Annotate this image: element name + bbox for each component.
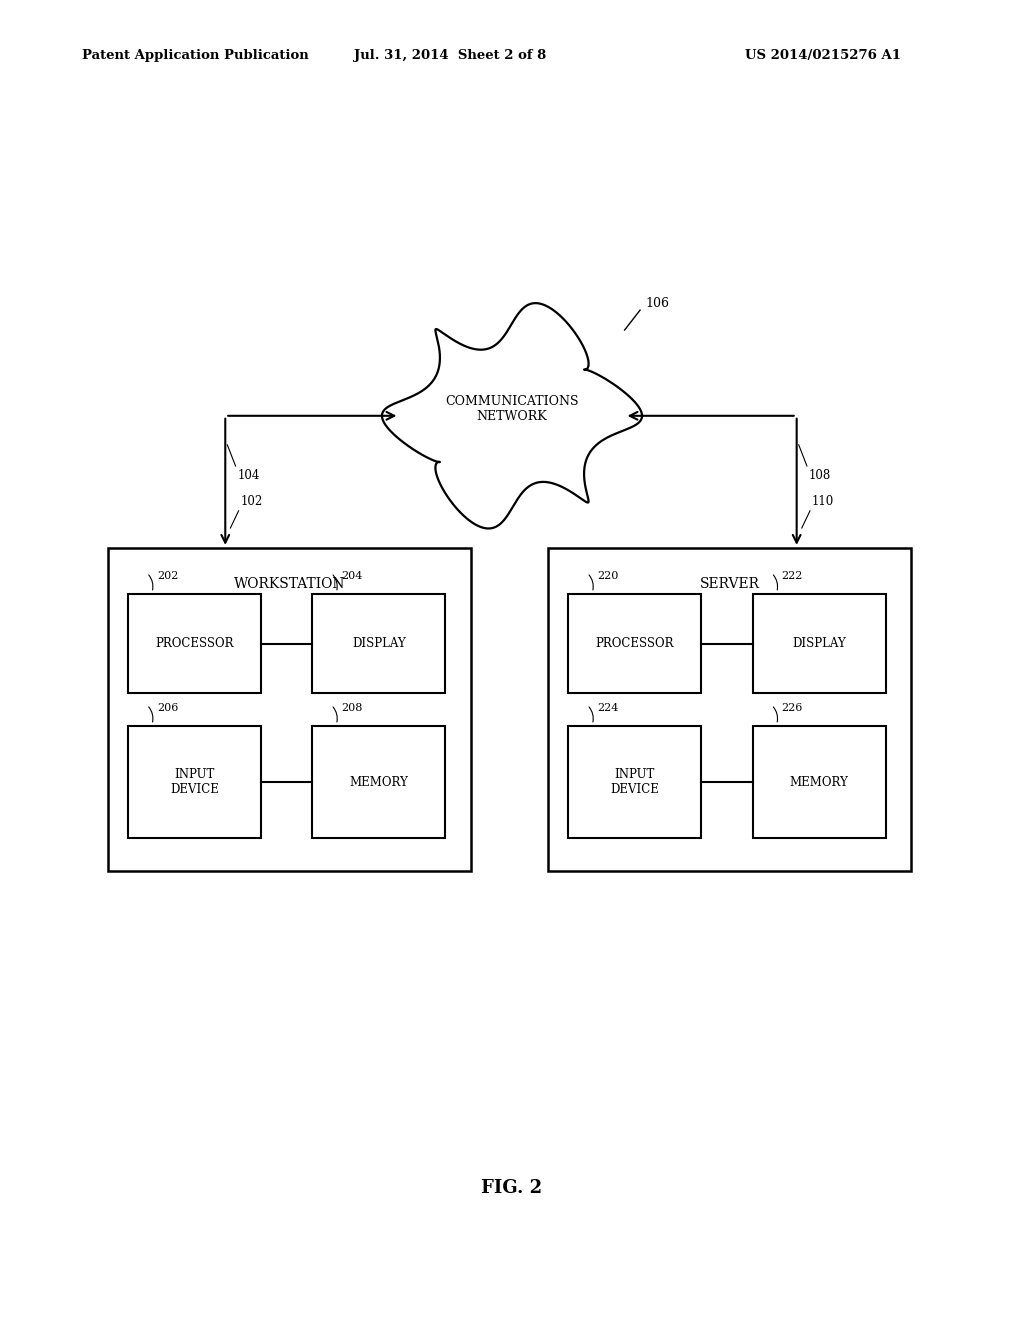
FancyBboxPatch shape [753, 726, 886, 838]
Text: FIG. 2: FIG. 2 [481, 1179, 543, 1197]
FancyBboxPatch shape [312, 594, 445, 693]
Text: MEMORY: MEMORY [349, 776, 409, 788]
Text: PROCESSOR: PROCESSOR [596, 638, 674, 649]
Text: DISPLAY: DISPLAY [352, 638, 406, 649]
Text: 208: 208 [341, 702, 362, 713]
Text: PROCESSOR: PROCESSOR [156, 638, 233, 649]
Text: 202: 202 [157, 570, 178, 581]
FancyBboxPatch shape [568, 726, 701, 838]
Text: MEMORY: MEMORY [790, 776, 849, 788]
Text: WORKSTATION: WORKSTATION [233, 577, 345, 591]
Text: Jul. 31, 2014  Sheet 2 of 8: Jul. 31, 2014 Sheet 2 of 8 [354, 49, 547, 62]
Text: US 2014/0215276 A1: US 2014/0215276 A1 [745, 49, 901, 62]
FancyBboxPatch shape [753, 594, 886, 693]
Text: SERVER: SERVER [699, 577, 760, 591]
Text: DISPLAY: DISPLAY [793, 638, 846, 649]
Text: INPUT
DEVICE: INPUT DEVICE [170, 768, 219, 796]
Text: 106: 106 [645, 297, 669, 310]
Text: INPUT
DEVICE: INPUT DEVICE [610, 768, 659, 796]
Text: 204: 204 [341, 570, 362, 581]
Text: 224: 224 [597, 702, 618, 713]
Text: 220: 220 [597, 570, 618, 581]
FancyBboxPatch shape [548, 548, 911, 871]
FancyBboxPatch shape [568, 594, 701, 693]
FancyBboxPatch shape [108, 548, 471, 871]
Text: Patent Application Publication: Patent Application Publication [82, 49, 308, 62]
FancyBboxPatch shape [312, 726, 445, 838]
Text: COMMUNICATIONS
NETWORK: COMMUNICATIONS NETWORK [445, 395, 579, 424]
Text: 102: 102 [241, 495, 263, 508]
Text: 226: 226 [781, 702, 803, 713]
FancyBboxPatch shape [128, 726, 261, 838]
Text: 110: 110 [812, 495, 835, 508]
Text: 108: 108 [809, 469, 831, 482]
Text: 222: 222 [781, 570, 803, 581]
FancyBboxPatch shape [128, 594, 261, 693]
Text: 104: 104 [238, 469, 260, 482]
Text: 206: 206 [157, 702, 178, 713]
